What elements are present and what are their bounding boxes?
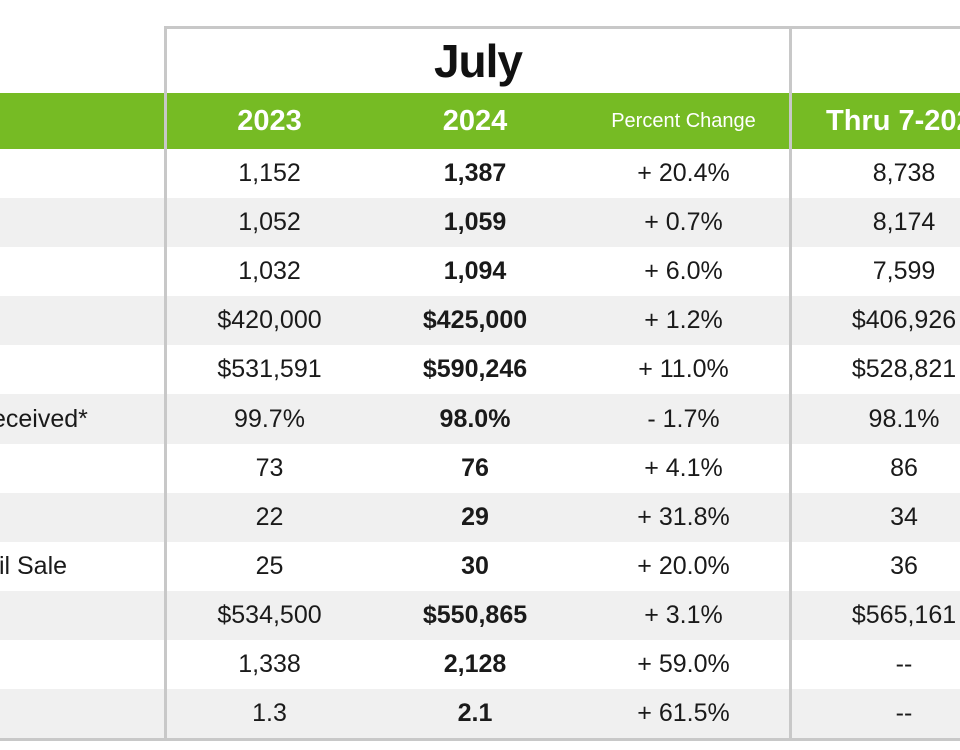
value-2024: 98.0% (439, 404, 511, 433)
row-label (0, 591, 164, 640)
column-divider-right (789, 26, 792, 740)
value-2023: 1,032 (238, 257, 301, 286)
header-2024: 2024 (442, 104, 508, 137)
percent-change: + 4.1% (644, 453, 723, 482)
value-2023: $420,000 (217, 306, 322, 335)
value-2023: 73 (255, 453, 284, 482)
percent-change: - 1.7% (647, 404, 720, 433)
column-divider-left (164, 26, 167, 740)
row-label (0, 444, 164, 493)
value-2023: 1,338 (238, 649, 301, 678)
value-2023: 1,052 (238, 208, 301, 237)
percent-change: + 1.2% (644, 306, 723, 335)
table-row: $534,500 $550,865 + 3.1% $565,161 (0, 590, 960, 640)
table-row: 22 29 + 31.8% 34 (0, 492, 960, 542)
value-2024: 30 (461, 551, 489, 580)
row-label (0, 640, 164, 689)
percent-change: + 61.5% (637, 699, 730, 728)
value-2023: $534,500 (217, 600, 322, 629)
section-title: July (433, 35, 523, 87)
value-ytd: 8,738 (872, 159, 936, 188)
value-ytd: $406,926 (851, 306, 957, 335)
table-top-border (164, 26, 960, 29)
row-label: eceived* (0, 404, 88, 433)
header-ytd: Thru 7-202 (826, 104, 960, 137)
value-2024: 76 (461, 453, 489, 482)
header-2023: 2023 (237, 104, 302, 137)
table-row: 1,052 1,059 + 0.7% 8,174 (0, 198, 960, 248)
table-row: $420,000 $425,000 + 1.2% $406,926 (0, 296, 960, 346)
table-row: 1,152 1,387 + 20.4% 8,738 (0, 149, 960, 198)
value-2024: $590,246 (422, 355, 528, 384)
row-label (0, 247, 164, 296)
value-ytd: -- (895, 649, 913, 678)
header-percent-change: Percent Change (611, 109, 756, 132)
percent-change: + 11.0% (638, 355, 729, 384)
value-2023: 1.3 (252, 699, 287, 728)
row-label (0, 493, 164, 542)
value-ytd: 34 (890, 502, 918, 531)
percent-change: + 31.8% (637, 502, 730, 531)
value-ytd: 86 (890, 453, 918, 482)
percent-change: + 0.7% (644, 208, 723, 237)
value-ytd: 7,599 (872, 257, 936, 286)
table-row: 73 76 + 4.1% 86 (0, 444, 960, 493)
value-2024: 1,094 (443, 257, 507, 286)
value-ytd: 36 (890, 551, 918, 580)
table-row: 1,032 1,094 + 6.0% 7,599 (0, 247, 960, 296)
value-ytd: 8,174 (872, 208, 936, 237)
value-2023: 1,152 (238, 159, 301, 188)
value-2023: 22 (255, 502, 284, 531)
value-ytd: -- (895, 699, 913, 728)
table-row: 1.3 2.1 + 61.5% -- (0, 689, 960, 739)
value-2023: 25 (255, 551, 284, 580)
header-band (0, 93, 960, 149)
value-2024: 1,059 (443, 208, 507, 237)
table-row: 1,338 2,128 + 59.0% -- (0, 640, 960, 689)
row-label: til Sale (0, 551, 68, 580)
row-label (0, 198, 164, 247)
row-label (0, 689, 164, 738)
percent-change: + 59.0% (637, 649, 730, 678)
value-2024: 29 (461, 502, 489, 531)
percent-change: + 3.1% (644, 600, 723, 629)
row-label (0, 345, 164, 394)
percent-change: + 6.0% (644, 257, 723, 286)
percent-change: + 20.4% (637, 159, 730, 188)
value-ytd: $565,161 (851, 600, 957, 629)
table-body: 1,152 1,387 + 20.4% 8,738 1,052 1,059 + … (0, 149, 960, 739)
value-2024: 1,387 (443, 159, 507, 188)
row-label (0, 149, 164, 198)
value-ytd: 98.1% (868, 404, 940, 433)
table-row: eceived* 99.7% 98.0% - 1.7% 98.1% (0, 394, 960, 444)
value-2024: 2,128 (443, 649, 507, 678)
table-bottom-border (0, 738, 960, 741)
value-2024: $425,000 (422, 306, 528, 335)
row-label (0, 296, 164, 345)
table-row: til Sale 25 30 + 20.0% 36 (0, 542, 960, 591)
value-2024: $550,865 (422, 600, 528, 629)
value-ytd: $528,821 (851, 355, 957, 384)
percent-change: + 20.0% (637, 551, 730, 580)
value-2023: 99.7% (234, 404, 305, 433)
value-2024: 2.1 (457, 699, 493, 728)
table-row: $531,591 $590,246 + 11.0% $528,821 (0, 345, 960, 394)
value-2023: $531,591 (217, 355, 322, 384)
